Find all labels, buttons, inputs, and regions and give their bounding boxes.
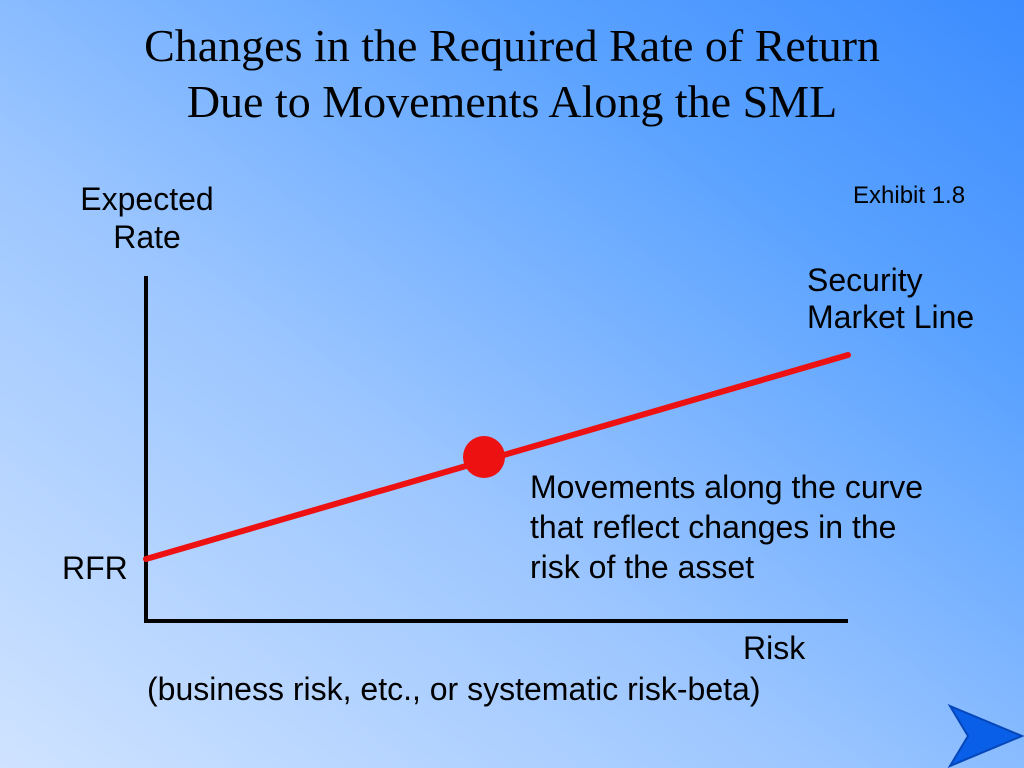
x-axis-label: Risk [743, 630, 806, 666]
next-slide-button[interactable] [946, 704, 1024, 768]
y-axis-label: Expected Rate [62, 180, 232, 256]
x-axis-sublabel: (business risk, etc., or systematic risk… [147, 671, 761, 707]
title-line-2: Due to Movements Along the SML [186, 76, 838, 127]
slide-title: Changes in the Required Rate of Return D… [0, 18, 1024, 130]
sml-label: Security Market Line [807, 262, 974, 336]
arrow-right-icon [947, 704, 1024, 768]
sml-label-line-1: Security [807, 262, 923, 298]
exhibit-label: Exhibit 1.8 [853, 182, 966, 209]
y-axis-label-line-2: Rate [113, 219, 181, 255]
annotation-line-3: risk of the asset [530, 549, 755, 585]
title-line-1: Changes in the Required Rate of Return [144, 20, 880, 71]
movement-annotation: Movements along the curve that reflect c… [530, 467, 923, 587]
annotation-line-1: Movements along the curve [530, 469, 924, 505]
annotation-line-2: that reflect changes in the [530, 509, 897, 545]
y-axis-label-line-1: Expected [80, 181, 214, 217]
sml-label-line-2: Market Line [807, 299, 975, 335]
rfr-label: RFR [62, 550, 128, 586]
asset-point [463, 436, 505, 478]
